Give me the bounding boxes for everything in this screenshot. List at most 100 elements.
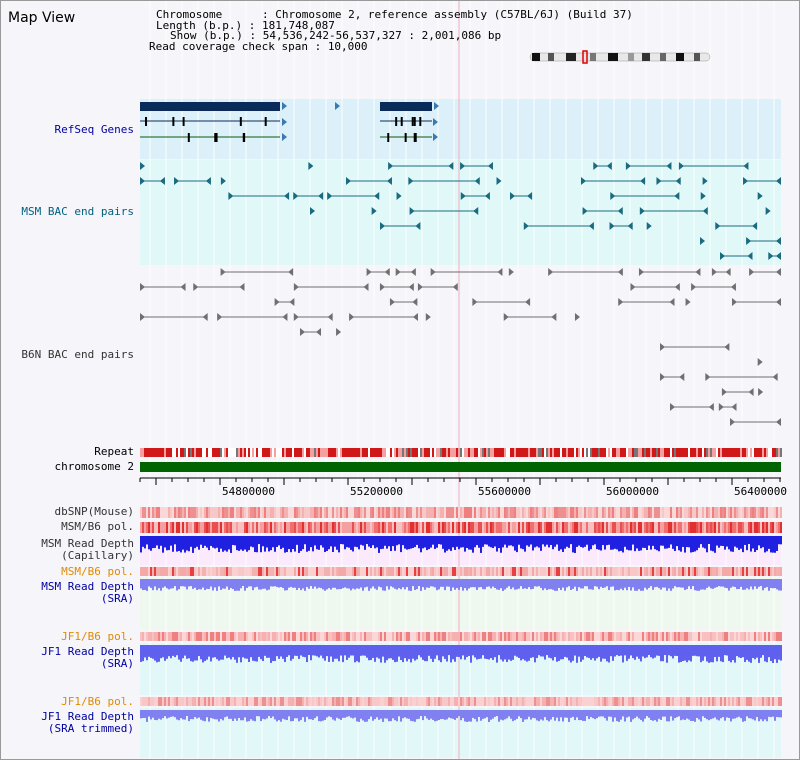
repeat-segment — [616, 448, 618, 457]
msm-pol2-heat-cell — [588, 567, 590, 576]
jf1-b6-pol2-label[interactable]: JF1/B6 pol. — [61, 695, 134, 708]
span-value: 10,000 — [327, 39, 368, 53]
jf1-pol2-heat-cell — [188, 697, 190, 706]
msm-read-depth-sra-label[interactable]: MSM Read Depth (SRA) — [41, 580, 134, 605]
msm-depth-sra-bar — [282, 579, 284, 588]
msm-pol2-heat-cell — [752, 567, 754, 576]
msm-depth-sra-bar — [148, 579, 150, 587]
jf1-pol2-heat-cell — [234, 697, 236, 706]
b6n-bac-end — [772, 373, 778, 381]
b6n-bac-label[interactable]: B6N BAC end pairs — [21, 348, 134, 361]
jf1-pol2-heat-cell — [512, 697, 514, 706]
msm-pol-heat-cell — [554, 522, 556, 533]
jf1-pol-heat-cell — [366, 632, 368, 641]
dbsnp-heat-cell — [294, 507, 296, 518]
msm-depth-sra-bar — [714, 579, 716, 588]
jf1-depth-trim-bar — [334, 710, 336, 721]
jf1-pol2-heat-cell — [266, 697, 268, 706]
jf1-pol-heat-cell — [704, 632, 706, 641]
msm-depth-cap-bar — [400, 536, 402, 553]
jf1-pol-heat-cell — [314, 632, 316, 641]
msm-pol-heat-cell — [506, 522, 508, 533]
dbsnp-heat-cell — [164, 507, 166, 518]
msm-depth-cap-bar — [344, 536, 346, 550]
ideogram-band — [642, 53, 650, 61]
msm-pol2-heat-cell — [518, 567, 520, 576]
jf1-pol-heat-cell — [516, 632, 518, 641]
msm-pol-heat-cell — [752, 522, 754, 533]
msm-pol-heat-cell — [550, 522, 552, 533]
repeat-segment — [478, 448, 480, 457]
jf1-read-depth-trimmed-label[interactable]: JF1 Read Depth (SRA trimmed) — [41, 710, 134, 735]
jf1-b6-pol-label[interactable]: JF1/B6 pol. — [61, 630, 134, 643]
jf1-depth-sra-bar — [238, 645, 240, 658]
msm-b6-pol-label[interactable]: MSM/B6 pol. — [61, 520, 134, 533]
msm-bac-end — [610, 192, 616, 200]
jf1-depth-sra-bar — [268, 645, 270, 658]
jf1-depth-sra-bar — [326, 645, 328, 657]
msm-depth-sra-bar — [662, 579, 664, 588]
msm-pol-heat-cell — [460, 522, 462, 533]
msm-pol-heat-cell — [324, 522, 326, 533]
repeat-segment — [598, 448, 600, 457]
msm-pol-heat-cell — [212, 522, 214, 533]
jf1-depth-trim-bar — [644, 710, 646, 719]
msm-depth-sra-bar — [480, 579, 482, 588]
jf1-read-depth-sra-label[interactable]: JF1 Read Depth (SRA) — [41, 645, 134, 670]
jf1-pol-heat-cell — [554, 632, 556, 641]
dbsnp-heat-cell — [482, 507, 484, 518]
msm-pol2-heat-cell — [320, 567, 322, 576]
msm-depth-sra-bar — [276, 579, 278, 587]
jf1-pol2-heat-cell — [588, 697, 590, 706]
jf1-depth-trim-bar — [428, 710, 430, 720]
jf1-pol2-heat-cell — [316, 697, 318, 706]
msm-pol-heat-cell — [384, 522, 386, 533]
msm-depth-sra-bar — [186, 579, 188, 590]
dbsnp-label[interactable]: dbSNP(Mouse) — [54, 505, 134, 518]
msm-depth-sra-bar — [728, 579, 730, 591]
jf1-pol-heat-cell — [244, 632, 246, 641]
msm-pol-heat-cell — [630, 522, 632, 533]
msm-pol-heat-cell — [756, 522, 758, 533]
msm-pol-heat-cell — [388, 522, 390, 533]
jf1-pol2-heat-cell — [452, 697, 454, 706]
msm-pol2-heat-cell — [228, 567, 230, 576]
msm-read-depth-capillary-label[interactable]: MSM Read Depth (Capillary) — [41, 537, 134, 562]
jf1-depth-sra-bar — [474, 645, 476, 658]
msm-b6-pol2-label[interactable]: MSM/B6 pol. — [61, 565, 134, 578]
msm-depth-cap-bar — [262, 536, 264, 547]
msm-depth-sra-bar — [416, 579, 418, 590]
refseq-genes-label[interactable]: RefSeq Genes — [54, 123, 134, 136]
jf1-pol2-heat-cell — [742, 697, 744, 706]
msm-pol2-heat-cell — [298, 567, 300, 576]
jf1-depth-trim-bar — [156, 710, 158, 721]
msm-depth-sra-bar — [696, 579, 698, 591]
msm-pol2-heat-cell — [614, 567, 616, 576]
jf1-pol2-heat-cell — [628, 697, 630, 706]
jf1-pol-heat-cell — [258, 632, 260, 641]
msm-depth-sra-bar — [566, 579, 568, 588]
msm-depth-cap-bar — [628, 536, 630, 551]
jf1-depth-trim-bar — [308, 710, 310, 720]
msm-depth-sra-bar — [374, 579, 376, 589]
jf1-pol-heat-cell — [556, 632, 558, 641]
dbsnp-heat-cell — [374, 507, 376, 518]
msm-depth-sra-bar — [300, 579, 302, 591]
msm-pol2-heat-cell — [618, 567, 620, 576]
dbsnp-heat-cell — [300, 507, 302, 518]
msm-depth-cap-bar — [184, 536, 186, 553]
jf1-depth-trim-bar — [668, 710, 670, 722]
msm-depth-cap-bar — [598, 536, 600, 550]
msm-bac-track-bg — [140, 160, 781, 265]
msm-depth-cap-bar — [196, 536, 198, 547]
msm-bac-label[interactable]: MSM BAC end pairs — [21, 205, 134, 218]
repeat-segment — [332, 448, 334, 457]
msm-depth-cap-bar — [540, 536, 542, 551]
msm-pol-heat-cell — [172, 522, 174, 533]
jf1-depth-trim-bar — [222, 710, 224, 721]
msm-depth-sra-bar — [490, 579, 492, 589]
msm-depth-sra-bar — [596, 579, 598, 587]
jf1-pol2-heat-cell — [540, 697, 542, 706]
repeat-segment — [606, 448, 608, 457]
